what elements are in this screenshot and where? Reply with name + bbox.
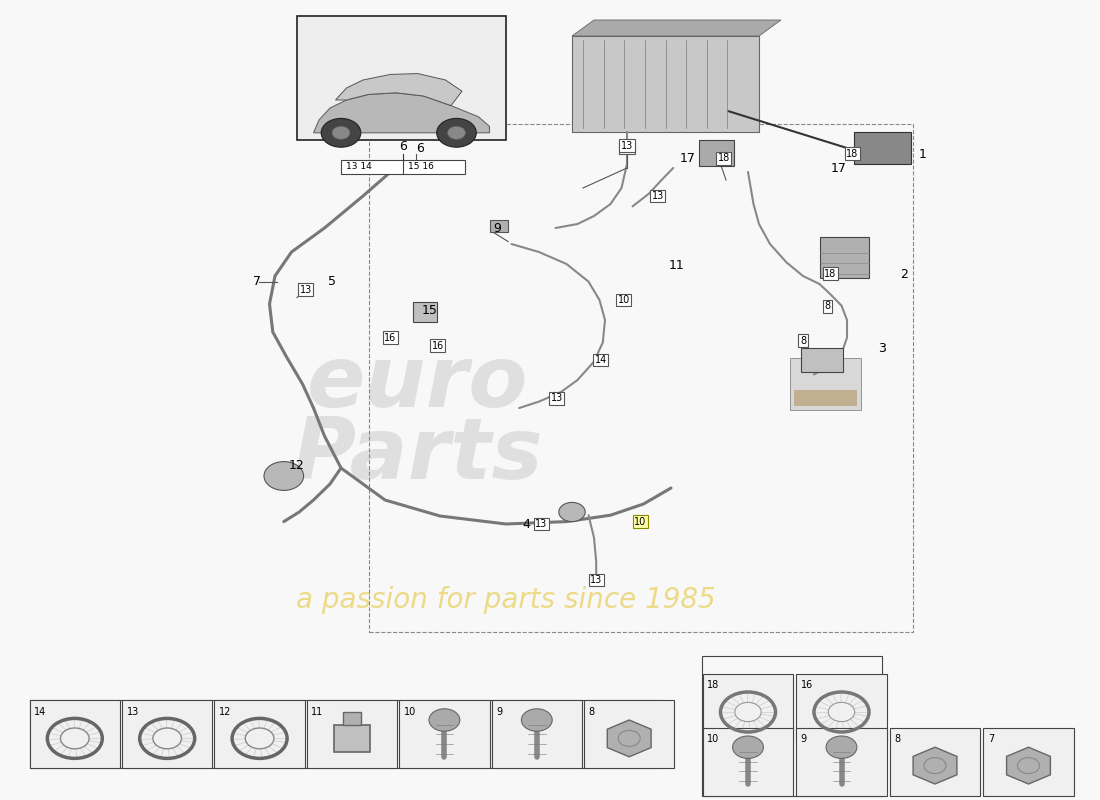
Text: 18: 18 (824, 269, 837, 278)
Text: 8: 8 (824, 302, 830, 311)
Circle shape (826, 736, 857, 758)
FancyBboxPatch shape (854, 132, 911, 164)
FancyBboxPatch shape (698, 140, 734, 166)
Text: 10: 10 (617, 295, 630, 305)
Text: 11: 11 (311, 707, 323, 717)
Text: 14: 14 (594, 355, 607, 365)
Text: 16: 16 (431, 341, 444, 350)
Text: 13: 13 (620, 143, 634, 153)
FancyBboxPatch shape (796, 728, 887, 795)
Text: 8: 8 (800, 336, 806, 346)
Text: 8: 8 (894, 734, 901, 744)
Circle shape (448, 126, 465, 139)
Text: 6: 6 (398, 140, 407, 153)
Text: 13: 13 (550, 394, 563, 403)
Text: 11: 11 (669, 259, 684, 272)
FancyBboxPatch shape (703, 728, 793, 795)
FancyBboxPatch shape (790, 358, 861, 410)
Text: 7: 7 (253, 275, 261, 288)
Text: 14: 14 (34, 707, 46, 717)
Text: 17: 17 (680, 152, 695, 165)
Polygon shape (607, 720, 651, 757)
FancyBboxPatch shape (492, 701, 582, 768)
Text: 16: 16 (384, 333, 397, 342)
FancyBboxPatch shape (122, 701, 212, 768)
Text: 12: 12 (288, 459, 304, 472)
Text: 13: 13 (299, 285, 312, 294)
Polygon shape (336, 74, 462, 106)
Text: 6: 6 (416, 142, 424, 154)
Text: 9: 9 (496, 707, 503, 717)
Text: 1: 1 (918, 148, 926, 161)
FancyBboxPatch shape (801, 348, 843, 372)
Text: 10: 10 (707, 734, 719, 744)
FancyBboxPatch shape (297, 16, 506, 140)
Text: 15 16: 15 16 (407, 162, 433, 171)
Text: 9: 9 (493, 222, 500, 234)
FancyBboxPatch shape (307, 701, 397, 768)
Circle shape (559, 502, 585, 522)
Text: 13 14: 13 14 (346, 162, 372, 171)
Text: 12: 12 (219, 707, 231, 717)
Circle shape (332, 126, 350, 139)
Circle shape (321, 118, 361, 147)
FancyBboxPatch shape (820, 237, 869, 278)
FancyBboxPatch shape (703, 674, 793, 742)
FancyBboxPatch shape (30, 701, 120, 768)
FancyBboxPatch shape (412, 302, 437, 322)
Text: 7: 7 (988, 734, 994, 744)
Text: 5: 5 (328, 275, 336, 288)
Text: 13: 13 (651, 191, 664, 201)
Polygon shape (314, 93, 490, 133)
FancyBboxPatch shape (572, 36, 759, 132)
Text: euro: euro (307, 342, 529, 426)
Circle shape (521, 709, 552, 731)
Polygon shape (572, 20, 781, 36)
FancyBboxPatch shape (796, 674, 887, 742)
Circle shape (429, 709, 460, 731)
Text: 9: 9 (801, 734, 807, 744)
Text: 10: 10 (404, 707, 416, 717)
Text: 3: 3 (878, 342, 886, 354)
Text: Parts: Parts (293, 414, 543, 498)
FancyBboxPatch shape (584, 701, 674, 768)
FancyBboxPatch shape (399, 701, 490, 768)
Text: 10: 10 (634, 517, 647, 526)
Text: 13: 13 (126, 707, 139, 717)
Text: 13: 13 (535, 519, 548, 529)
Text: 2: 2 (900, 268, 908, 281)
Circle shape (437, 118, 476, 147)
Text: a passion for parts since 1985: a passion for parts since 1985 (296, 586, 716, 614)
Polygon shape (1006, 747, 1050, 784)
FancyBboxPatch shape (341, 160, 465, 174)
Circle shape (733, 736, 763, 758)
Text: 16: 16 (801, 680, 813, 690)
Text: 17: 17 (830, 162, 846, 174)
FancyBboxPatch shape (890, 728, 980, 795)
Circle shape (264, 462, 304, 490)
Text: 13: 13 (620, 141, 634, 150)
Text: 8: 8 (588, 707, 595, 717)
FancyBboxPatch shape (343, 712, 361, 725)
FancyBboxPatch shape (334, 725, 370, 752)
Text: 18: 18 (707, 680, 719, 690)
Polygon shape (913, 747, 957, 784)
Text: 15: 15 (421, 304, 437, 317)
FancyBboxPatch shape (794, 390, 857, 406)
Text: 18: 18 (717, 154, 730, 163)
Text: 4: 4 (522, 518, 530, 530)
Polygon shape (490, 220, 508, 232)
Text: 13: 13 (590, 575, 603, 585)
FancyBboxPatch shape (983, 728, 1074, 795)
Text: 18: 18 (846, 149, 859, 158)
FancyBboxPatch shape (214, 701, 305, 768)
